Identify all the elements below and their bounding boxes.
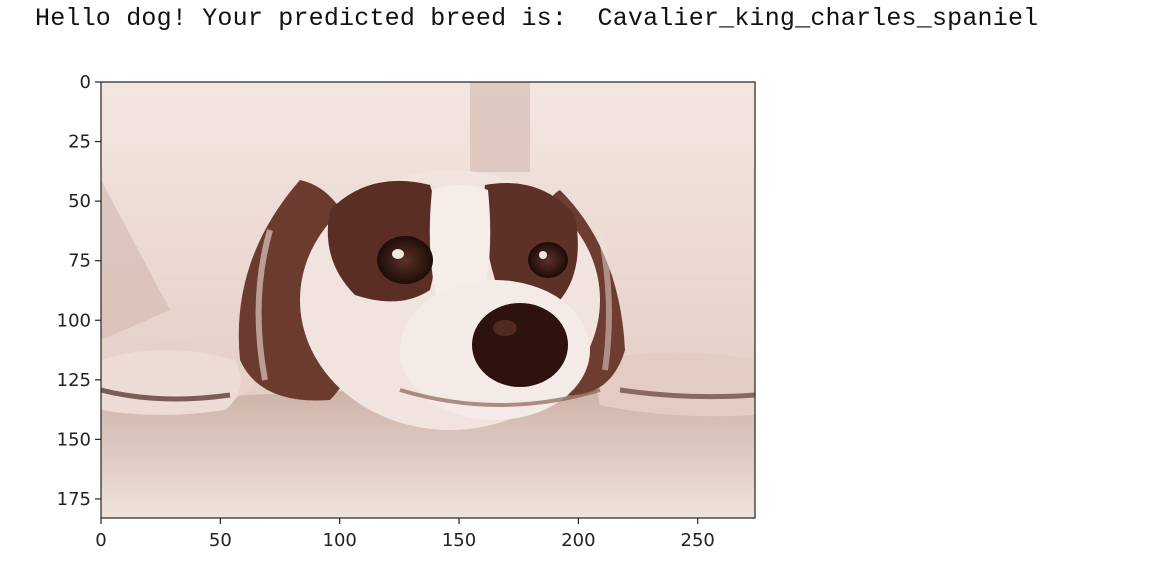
y-tick-label: 100 [57, 310, 91, 331]
x-tick-label: 0 [95, 530, 106, 551]
predicted-breed: Cavalier_king_charles_spaniel [597, 4, 1039, 33]
y-tick-label: 0 [80, 72, 91, 93]
y-tick-label: 150 [57, 429, 91, 450]
y-axis: 0 25 50 75 100 125 150 175 [57, 72, 101, 510]
y-tick-label: 25 [68, 132, 91, 153]
x-tick-label: 100 [323, 530, 357, 551]
x-tick-label: 50 [209, 530, 232, 551]
x-tick-label: 150 [442, 530, 476, 551]
prediction-output-line: Hello dog! Your predicted breed is: Cava… [35, 4, 1038, 33]
image-plot-figure: 0 50 100 150 200 250 0 25 50 75 100 125 150 175 [0, 60, 780, 566]
y-tick-label: 50 [68, 191, 91, 212]
x-tick-label: 200 [561, 530, 595, 551]
y-tick-label: 175 [57, 489, 91, 510]
axes-frame [100, 81, 756, 519]
prediction-prefix: Hello dog! Your predicted breed is: [35, 4, 568, 33]
image-plot: 0 50 100 150 200 250 0 25 50 75 100 125 150 175 [57, 72, 756, 551]
x-axis: 0 50 100 150 200 250 [95, 518, 715, 551]
y-tick-label: 125 [57, 370, 91, 391]
x-tick-label: 250 [681, 530, 715, 551]
dog-photo [101, 82, 755, 518]
y-tick-label: 75 [68, 251, 91, 272]
